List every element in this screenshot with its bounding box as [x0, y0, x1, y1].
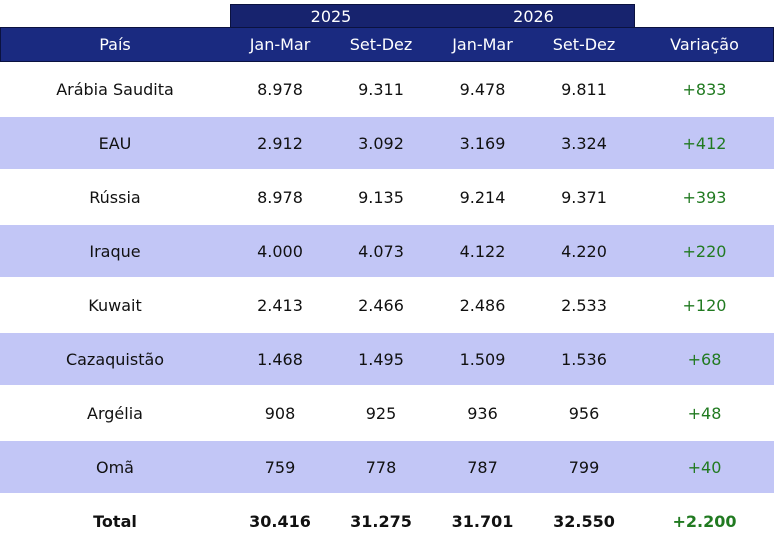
value-cell: 4.000 — [257, 241, 303, 261]
value-cell: 3.324 — [561, 133, 607, 153]
value-cell: 956 — [568, 403, 600, 423]
total-cell: 32.550 — [553, 511, 615, 531]
value-cell: 2.486 — [459, 295, 506, 315]
value-cell: 3.092 — [358, 133, 404, 153]
column-header: Set-Dez — [552, 35, 616, 54]
country-cell: Argélia — [87, 403, 143, 423]
value-cell: 778 — [365, 457, 397, 477]
row-stripe — [0, 440, 774, 494]
country-cell: EAU — [98, 133, 132, 153]
value-cell: 759 — [264, 457, 296, 477]
value-cell: 1.509 — [459, 349, 506, 369]
value-cell: +68 — [687, 349, 722, 369]
value-cell: 9.371 — [561, 187, 607, 207]
total-cell: 31.275 — [350, 511, 412, 531]
value-cell: 9.478 — [459, 79, 506, 99]
value-cell: 8.978 — [257, 79, 303, 99]
value-cell: 1.468 — [257, 349, 303, 369]
value-cell: 4.220 — [561, 241, 607, 261]
year-header: 2025 — [310, 6, 352, 26]
value-cell: 2.533 — [561, 295, 607, 315]
total-cell: +2.200 — [672, 511, 737, 531]
column-header: Variação — [670, 35, 739, 54]
row-stripe — [0, 224, 774, 278]
country-cell: Kuwait — [88, 295, 142, 315]
value-cell: 3.169 — [459, 133, 506, 153]
value-cell: 2.912 — [257, 133, 303, 153]
value-cell: 9.311 — [358, 79, 404, 99]
value-cell: +120 — [682, 295, 727, 315]
value-cell: 925 — [365, 403, 397, 423]
country-cell: Cazaquistão — [65, 349, 165, 369]
value-cell: 9.135 — [358, 187, 404, 207]
total-cell: 31.701 — [451, 511, 514, 531]
value-cell: +220 — [682, 241, 727, 261]
value-cell: 9.811 — [561, 79, 607, 99]
value-cell: 1.536 — [561, 349, 607, 369]
header-band — [0, 27, 774, 62]
value-cell: +48 — [687, 403, 722, 423]
value-cell: 9.214 — [459, 187, 506, 207]
value-cell: +393 — [682, 187, 727, 207]
value-cell: 4.122 — [459, 241, 506, 261]
value-cell: 8.978 — [257, 187, 303, 207]
value-cell: 908 — [264, 403, 296, 423]
total-cell: Total — [93, 511, 137, 531]
value-cell: 2.466 — [358, 295, 404, 315]
column-header: Set-Dez — [349, 35, 413, 54]
value-cell: 1.495 — [358, 349, 404, 369]
country-cell: Rússia — [89, 187, 141, 207]
value-cell: 787 — [467, 457, 498, 477]
value-cell: 4.073 — [358, 241, 404, 261]
country-cell: Arábia Saudita — [56, 79, 174, 99]
column-header: Jan-Mar — [249, 35, 311, 54]
country-cell: Omã — [96, 457, 134, 477]
value-cell: +833 — [682, 79, 727, 99]
total-cell: 30.416 — [249, 511, 311, 531]
value-cell: 2.413 — [257, 295, 303, 315]
row-stripe — [0, 332, 774, 386]
value-cell: 936 — [467, 403, 498, 423]
country-cell: Iraque — [89, 241, 141, 261]
column-header: País — [99, 35, 131, 54]
row-stripe — [0, 116, 774, 170]
year-header: 2026 — [513, 6, 554, 26]
value-cell: +40 — [687, 457, 722, 477]
value-cell: 799 — [568, 457, 600, 477]
value-cell: +412 — [682, 133, 727, 153]
column-header: Jan-Mar — [452, 35, 513, 54]
